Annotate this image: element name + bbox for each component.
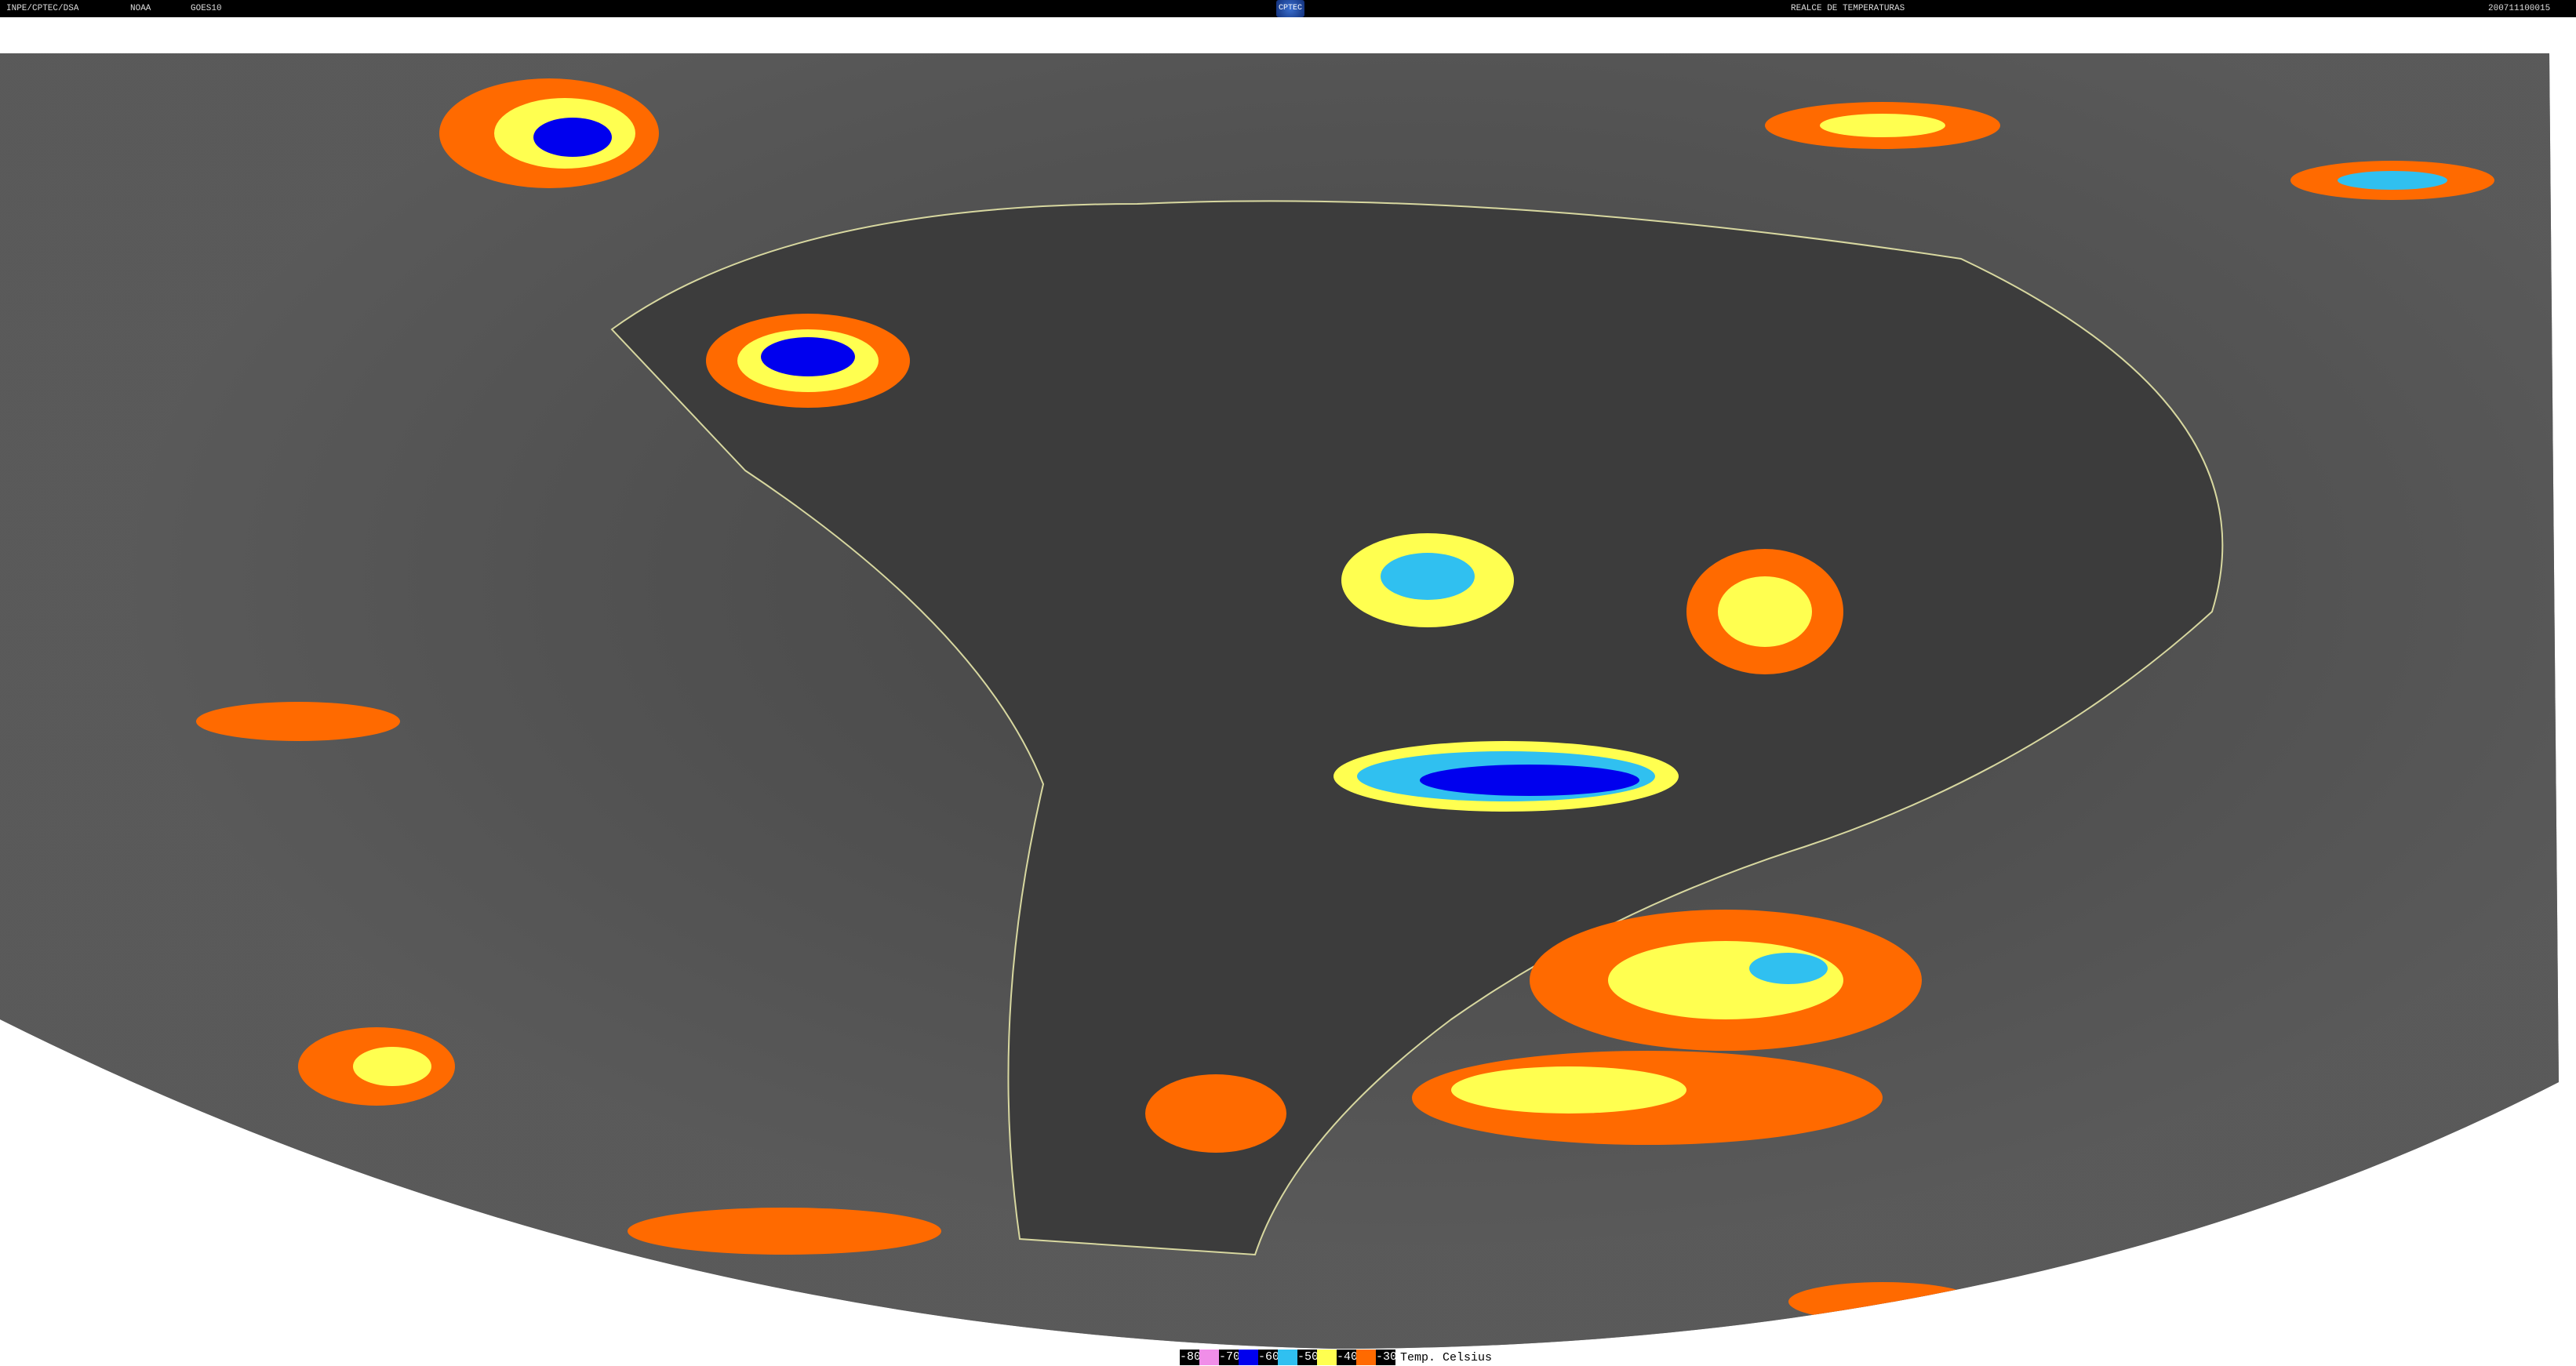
legend-swatch <box>1356 1350 1376 1365</box>
legend-swatch <box>1199 1350 1219 1365</box>
product-title: REALCE DE TEMPERATURAS <box>1791 4 1905 13</box>
legend-label: -60 <box>1258 1350 1280 1365</box>
satellite-label: GOES10 <box>191 4 222 13</box>
cptec-logo: CPTEC <box>1276 0 1304 17</box>
legend-unit: Temp. Celsius <box>1400 1350 1493 1364</box>
legend-label: -70 <box>1219 1350 1241 1365</box>
legend-label: -50 <box>1297 1350 1319 1365</box>
legend-label: -80 <box>1180 1350 1202 1365</box>
header-bar: INPE/CPTEC/DSA NOAA GOES10 CPTEC REALCE … <box>0 0 2576 17</box>
legend-swatch <box>1278 1350 1297 1365</box>
continent-outline <box>610 200 2224 1256</box>
legend-swatch <box>1317 1350 1337 1365</box>
source-label: INPE/CPTEC/DSA <box>6 4 79 13</box>
agency-label: NOAA <box>130 4 151 13</box>
timestamp-label: 200711100015 <box>2488 4 2551 13</box>
cloud-tops <box>196 78 2494 1321</box>
legend-label: -40 <box>1337 1350 1359 1365</box>
temperature-legend: -80 -70 -60 -50 -40 -30 Temp. Celsius <box>1180 1350 1492 1365</box>
legend-label: -30 <box>1376 1350 1398 1365</box>
legend-swatch <box>1239 1350 1258 1365</box>
